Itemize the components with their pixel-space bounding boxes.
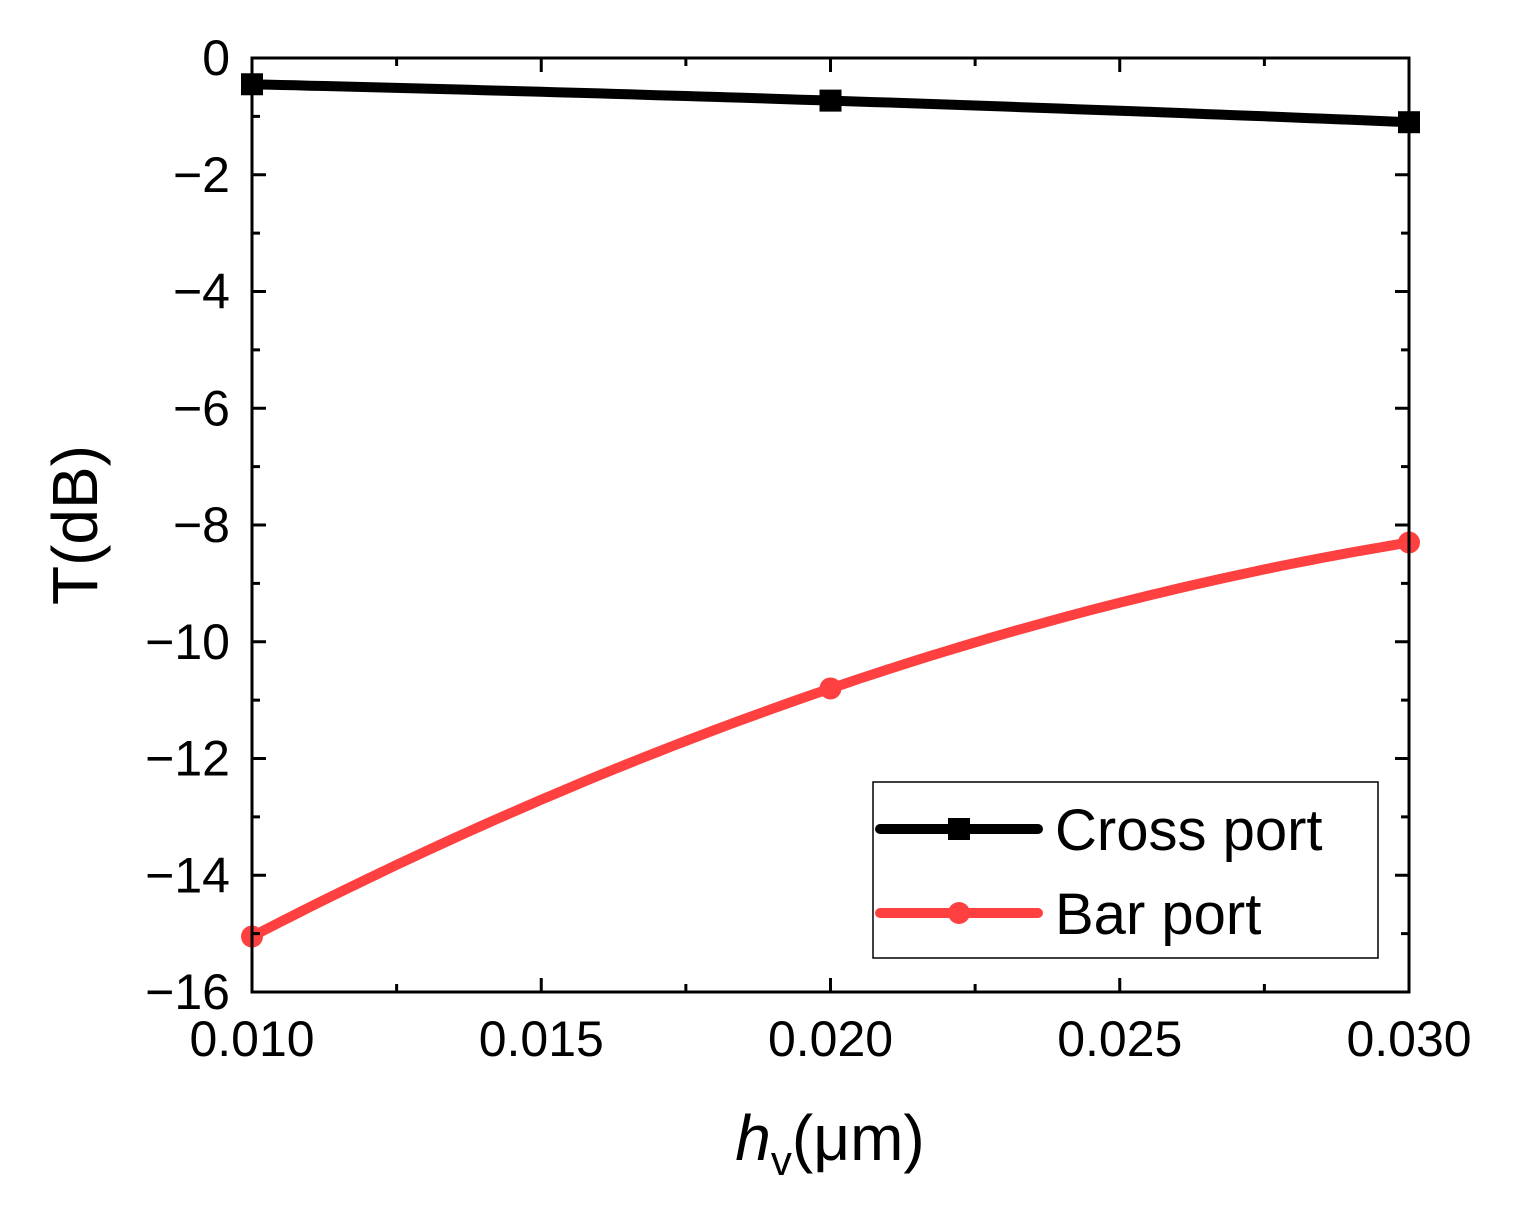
y-tick-label: −12 <box>145 731 230 787</box>
legend-marker-cross-port <box>948 818 970 840</box>
legend: Cross port Bar port <box>872 781 1379 959</box>
x-tick-label: 0.020 <box>768 1011 893 1067</box>
y-tick-label: −4 <box>173 264 230 320</box>
legend-label-bar-port: Bar port <box>1055 882 1261 947</box>
x-tick-label: 0.025 <box>1057 1011 1182 1067</box>
x-tick-label: 0.030 <box>1346 1011 1471 1067</box>
x-tick-label: 0.015 <box>479 1011 604 1067</box>
data-point-bar-port <box>819 677 842 700</box>
legend-label-cross-port: Cross port <box>1055 798 1323 863</box>
legend-box <box>872 781 1379 959</box>
y-axis-title: T(dB) <box>39 445 111 605</box>
x-axis-title: hv(μm) <box>735 1102 924 1184</box>
y-tick-label: −14 <box>145 847 230 903</box>
x-axis-title-unit: (μm) <box>792 1102 925 1174</box>
ticks-layer <box>250 56 1411 994</box>
y-tick-label: −2 <box>173 147 230 203</box>
x-axis-title-symbol: h <box>735 1102 771 1174</box>
x-tick-label: 0.010 <box>189 1011 314 1067</box>
y-tick-label: −16 <box>145 964 230 1020</box>
series-layer <box>241 73 1420 948</box>
y-tick-label: 0 <box>202 30 230 86</box>
x-axis-title-subscript: v <box>771 1137 792 1184</box>
data-point-cross-port <box>819 89 842 112</box>
legend-marker-bar-port <box>948 902 970 924</box>
y-tick-label: −8 <box>173 497 230 553</box>
y-tick-label: −6 <box>173 380 230 436</box>
ticklabels-layer: 0.010 0.015 0.020 0.025 0.030 0 −2 −4 −6 −8 −10 −12… <box>145 30 1471 1067</box>
y-tick-label: −10 <box>145 614 230 670</box>
